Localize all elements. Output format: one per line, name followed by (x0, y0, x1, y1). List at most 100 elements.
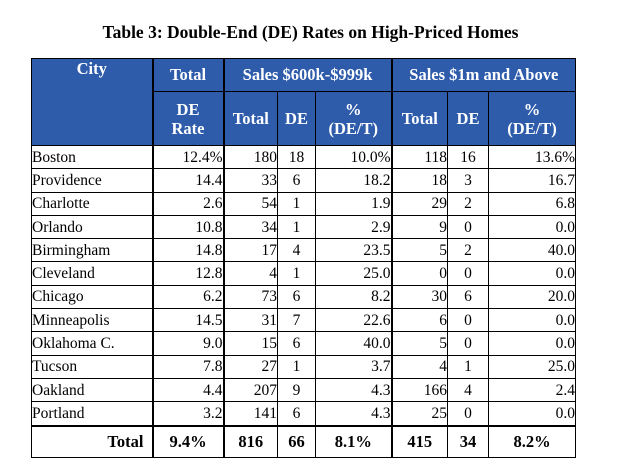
cell-high-total: 5 (390, 331, 449, 356)
total-high-pct: 8.2% (488, 424, 577, 458)
cell-high-pct: 25.0 (488, 354, 577, 379)
table-row: Charlotte 2.6 54 1 1.9 29 2 6.8 (31, 191, 577, 216)
cell-de-rate: 7.8 (151, 354, 224, 379)
cell-mid-pct: 2.9 (314, 214, 393, 240)
cell-high-pct: 0.0 (488, 261, 577, 286)
total-group-header: Total (151, 58, 224, 92)
cell-mid-pct: 4.3 (314, 401, 393, 427)
cell-high-total: 0 (390, 261, 449, 286)
cell-high-total: 118 (390, 144, 449, 170)
cell-high-total: 9 (390, 214, 449, 240)
cell-mid-total: 17 (222, 238, 278, 263)
cell-high-de: 0 (447, 214, 490, 240)
high-pct-header-line2: (DE/T) (507, 118, 557, 138)
cell-mid-pct: 18.2 (314, 168, 393, 193)
high-price-group-header: Sales $1m and Above (390, 58, 577, 92)
cell-mid-de: 6 (277, 401, 316, 427)
cell-mid-de: 1 (277, 191, 316, 216)
cell-de-rate: 2.6 (151, 191, 224, 216)
table-row: Tucson 7.8 27 1 3.7 4 1 25.0 (31, 354, 577, 379)
cell-high-pct: 13.6% (488, 144, 577, 170)
cell-high-pct: 0.0 (488, 214, 577, 240)
cell-high-total: 6 (390, 308, 449, 333)
de-rate-header-line1: DE (176, 99, 200, 119)
cell-city: Birmingham (31, 238, 153, 263)
mid-de-header: DE (277, 91, 316, 146)
cell-high-de: 0 (447, 401, 490, 427)
total-high-de: 34 (447, 424, 490, 458)
cell-high-pct: 0.0 (488, 401, 577, 427)
cell-mid-de: 6 (277, 168, 316, 193)
cell-city: Charlotte (31, 191, 153, 216)
cell-mid-pct: 3.7 (314, 354, 393, 379)
cell-de-rate: 3.2 (151, 401, 224, 427)
mid-pct-header-line2: (DE/T) (328, 118, 379, 138)
table-row: Portland 3.2 141 6 4.3 25 0 0.0 (31, 401, 577, 427)
cell-mid-pct: 23.5 (314, 238, 393, 263)
cell-mid-total: 31 (222, 308, 278, 333)
cell-high-total: 30 (390, 284, 449, 310)
cell-mid-total: 73 (222, 284, 278, 310)
cell-high-total: 166 (390, 377, 449, 403)
cell-city: Minneapolis (31, 308, 153, 333)
cell-high-de: 0 (447, 261, 490, 286)
cell-high-total: 25 (390, 401, 449, 427)
cell-de-rate: 12.4% (151, 144, 224, 170)
cell-high-pct: 40.0 (488, 238, 577, 263)
cell-high-total: 18 (390, 168, 449, 193)
cell-high-pct: 20.0 (488, 284, 577, 310)
cell-high-de: 1 (447, 354, 490, 379)
table-body: Boston 12.4% 180 18 10.0% 118 16 13.6% Providenc… (31, 144, 577, 427)
cell-de-rate: 4.4 (151, 377, 224, 403)
cell-high-total: 5 (390, 238, 449, 263)
cell-mid-total: 54 (222, 191, 278, 216)
cell-mid-de: 1 (277, 214, 316, 240)
cell-high-de: 2 (447, 238, 490, 263)
high-pct-header: % (DE/T) (488, 91, 577, 146)
cell-city: Chicago (31, 284, 153, 310)
cell-city: Oklahoma C. (31, 331, 153, 356)
table-header: City Total Sales $600k-$999k Sales $1m a… (31, 58, 577, 146)
cell-high-pct: 0.0 (488, 308, 577, 333)
cell-city: Oakland (31, 377, 153, 403)
table-title: Table 3: Double-End (DE) Rates on High-P… (102, 22, 519, 42)
city-column-header: City (31, 58, 153, 146)
cell-city: Providence (31, 168, 153, 193)
cell-de-rate: 10.8 (151, 214, 224, 240)
cell-high-de: 2 (447, 191, 490, 216)
cell-de-rate: 14.8 (151, 238, 224, 263)
cell-mid-total: 27 (222, 354, 278, 379)
total-row: Total 9.4% 816 66 8.1% 415 34 8.2% (31, 424, 577, 458)
de-rates-table: City Total Sales $600k-$999k Sales $1m a… (31, 58, 577, 458)
cell-mid-pct: 1.9 (314, 191, 393, 216)
high-total-header: Total (390, 91, 449, 146)
total-high-total: 415 (390, 424, 449, 458)
cell-high-de: 6 (447, 284, 490, 310)
cell-high-de: 0 (447, 331, 490, 356)
cell-high-pct: 6.8 (488, 191, 577, 216)
cell-mid-de: 6 (277, 284, 316, 310)
table-row: Orlando 10.8 34 1 2.9 9 0 0.0 (31, 214, 577, 240)
cell-mid-total: 33 (222, 168, 278, 193)
cell-mid-total: 207 (222, 377, 278, 403)
cell-mid-total: 15 (222, 331, 278, 356)
mid-price-group-header: Sales $600k-$999k (222, 58, 393, 92)
cell-de-rate: 12.8 (151, 261, 224, 286)
cell-high-pct: 0.0 (488, 331, 577, 356)
cell-de-rate: 14.5 (151, 308, 224, 333)
total-de-rate: 9.4% (151, 424, 224, 458)
cell-de-rate: 6.2 (151, 284, 224, 310)
cell-high-total: 4 (390, 354, 449, 379)
cell-mid-de: 1 (277, 354, 316, 379)
cell-city: Boston (31, 144, 153, 170)
high-de-header: DE (447, 91, 490, 146)
cell-mid-total: 4 (222, 261, 278, 286)
cell-mid-pct: 40.0 (314, 331, 393, 356)
de-rate-header: DE Rate (151, 91, 224, 146)
cell-high-de: 3 (447, 168, 490, 193)
de-rate-header-line2: Rate (171, 118, 205, 138)
cell-mid-pct: 10.0% (314, 144, 393, 170)
mid-total-header: Total (222, 91, 278, 146)
table-row: Oklahoma C. 9.0 15 6 40.0 5 0 0.0 (31, 331, 577, 356)
high-pct-header-line1: % (523, 99, 541, 119)
